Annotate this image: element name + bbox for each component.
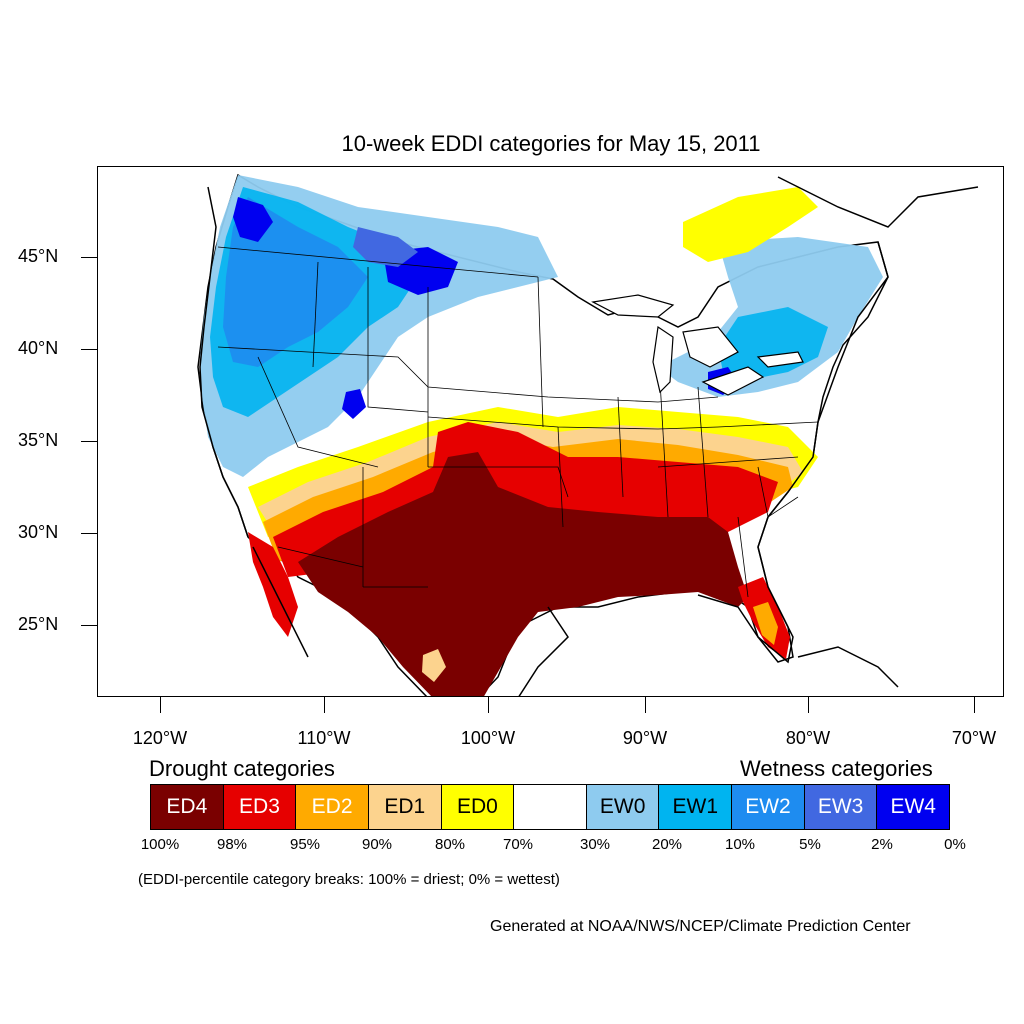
legend-cell-normal <box>514 785 587 829</box>
lat-label-45: 45°N <box>18 246 59 266</box>
ew3-patch-mt <box>353 227 418 267</box>
legend-colorbar: ED4 ED3 ED2 ED1 ED0 EW0 EW1 EW2 EW3 EW4 <box>150 784 950 830</box>
lat-tick-25 <box>81 625 97 626</box>
drought-categories-heading: Drought categories <box>149 756 335 781</box>
ew4-patch-wa <box>233 197 273 242</box>
eddi-map <box>197 173 979 696</box>
lat-label-35: 35°N <box>18 430 59 450</box>
lon-tick-80 <box>808 697 809 713</box>
legend-cell-ed2: ED2 <box>296 785 369 829</box>
break-label: 98% <box>216 836 248 853</box>
ed0-patch-ontario <box>683 187 818 262</box>
lat-label-30: 30°N <box>18 522 59 542</box>
break-label: 95% <box>289 836 321 853</box>
legend-cell-ew1: EW1 <box>659 785 733 829</box>
great-lakes <box>591 294 804 396</box>
legend-cell-ed1: ED1 <box>368 785 442 829</box>
ed1-texas-patch <box>422 649 446 682</box>
lon-tick-100 <box>488 697 489 713</box>
break-label: 90% <box>361 836 393 853</box>
lon-tick-120 <box>160 697 161 713</box>
lat-tick-35 <box>81 441 97 442</box>
credit-line: Generated at NOAA/NWS/NCEP/Climate Predi… <box>490 918 911 935</box>
break-label: 10% <box>724 836 756 853</box>
lat-tick-45 <box>81 257 97 258</box>
legend-cell-ew3: EW3 <box>804 785 878 829</box>
break-label: 70% <box>502 836 534 853</box>
break-label: 5% <box>799 836 821 853</box>
lat-label-25: 25°N <box>18 614 59 634</box>
lat-label-40: 40°N <box>18 338 59 358</box>
break-label: 2% <box>871 836 893 853</box>
legend-cell-ed3: ED3 <box>223 785 297 829</box>
lon-label-90: 90°W <box>622 728 668 748</box>
lon-tick-70 <box>974 697 975 713</box>
break-label: 80% <box>434 836 466 853</box>
ew4-patch-ut <box>342 389 366 419</box>
map-title: 10-week EDDI categories for May 15, 2011 <box>341 131 761 156</box>
state-borders <box>217 246 819 598</box>
lon-tick-90 <box>645 697 646 713</box>
legend-cell-ew4: EW4 <box>877 785 950 829</box>
map-frame <box>97 166 1004 697</box>
lat-tick-40 <box>81 349 97 350</box>
break-label: 0% <box>944 836 966 853</box>
category-breaks-note: (EDDI-percentile category breaks: 100% =… <box>138 871 560 888</box>
ed4-core <box>298 452 748 696</box>
lat-tick-30 <box>81 533 97 534</box>
coastlines <box>199 176 979 696</box>
lon-label-70: 70°W <box>951 728 997 748</box>
wetness-categories-heading: Wetness categories <box>740 756 933 781</box>
legend-cell-ed4: ED4 <box>151 785 224 829</box>
break-label: 100% <box>140 836 180 853</box>
lon-tick-110 <box>324 697 325 713</box>
legend-cell-ew2: EW2 <box>732 785 805 829</box>
break-label: 20% <box>651 836 683 853</box>
lon-label-100: 100°W <box>460 728 516 748</box>
legend-cell-ed0: ED0 <box>441 785 515 829</box>
break-label: 30% <box>579 836 611 853</box>
lon-label-80: 80°W <box>785 728 831 748</box>
ed2-florida <box>753 602 778 645</box>
lon-label-120: 120°W <box>132 728 188 748</box>
legend-cell-ew0: EW0 <box>586 785 660 829</box>
lon-label-110: 110°W <box>297 728 351 748</box>
